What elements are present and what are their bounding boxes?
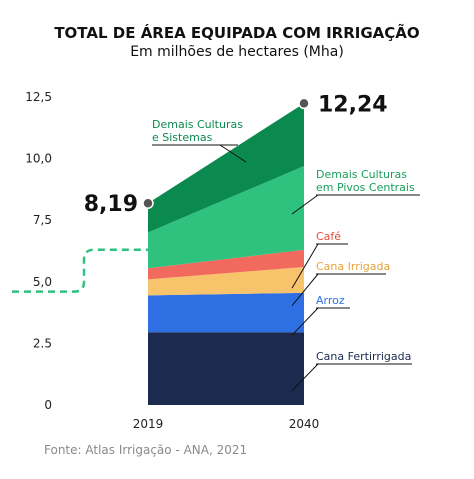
label-leader-1 — [291, 307, 319, 336]
series-label-5: Demais Culturas e Sistemas — [152, 118, 243, 144]
series-label-2: Cana Irrigada — [316, 260, 390, 273]
x-axis-labels: 2019 2040 — [133, 417, 320, 431]
y-tick-label: 2.5 — [33, 336, 52, 350]
total-markers: 8,19 12,24 — [84, 92, 388, 217]
reference-dashed-line — [12, 248, 148, 293]
area-0 — [148, 332, 304, 405]
total-label-1: 12,24 — [318, 92, 388, 117]
total-dot-0 — [142, 197, 154, 209]
label-leader-2 — [291, 273, 319, 306]
label-leader-0 — [291, 363, 319, 392]
y-tick-label: 12,5 — [25, 90, 52, 104]
area-3 — [148, 249, 304, 280]
x-tick-label: 2040 — [289, 417, 320, 431]
area-4 — [148, 165, 304, 269]
y-tick-label: 0 — [44, 398, 52, 412]
total-label-0: 8,19 — [84, 192, 138, 217]
y-tick-label: 7,5 — [33, 213, 52, 227]
source-note: Fonte: Atlas Irrigação - ANA, 2021 — [44, 443, 247, 457]
x-tick-label: 2019 — [133, 417, 164, 431]
series-labels: Cana Fertirrigada Arroz Cana Irrigada Café D… — [152, 118, 420, 392]
y-axis-ticks: 0 2.5 5,0 7,5 10,0 12,5 — [25, 90, 52, 412]
stacked-areas — [148, 103, 304, 405]
y-tick-label: 5,0 — [33, 275, 52, 289]
series-label-0: Cana Fertirrigada — [316, 350, 411, 363]
reference-line-group — [12, 248, 148, 293]
series-label-3: Café — [316, 230, 341, 243]
label-leader-3 — [291, 243, 319, 289]
label-leader-5 — [219, 144, 247, 163]
area-1 — [148, 292, 304, 333]
series-label-1: Arroz — [316, 294, 345, 307]
label-leader-4 — [291, 194, 319, 215]
chart-subtitle: Em milhões de hectares (Mha) — [130, 44, 344, 60]
total-dot-1 — [298, 97, 310, 110]
area-2 — [148, 267, 304, 296]
y-tick-label: 10,0 — [25, 152, 52, 166]
chart-title: TOTAL DE ÁREA EQUIPADA COM IRRIGAÇÃO — [54, 23, 419, 42]
area-5 — [148, 103, 304, 233]
series-label-4: Demais Culturas em Pivos Centrais — [316, 168, 415, 194]
